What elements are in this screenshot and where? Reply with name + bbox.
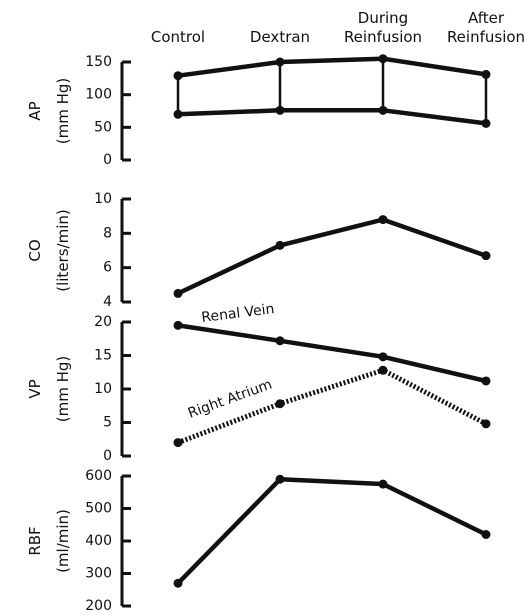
co-series-0-point [481,251,491,261]
co-series-0-point [275,240,285,250]
y-tick-label: 6 [103,260,112,276]
panel-rbf: 200 300 400 500 600 RBF (ml/min) [26,468,491,614]
y-tick-label: 8 [103,225,112,241]
panel-ap: 0 50 100 150 AP (mm Hg) [26,54,491,168]
column-header: After Reinfusion [447,9,524,46]
right-atrium-label: Right Atrium [186,377,274,422]
y-axis-label: CO [26,239,44,261]
y-tick-label: 600 [85,468,112,484]
y-axis-label: AP [26,101,44,120]
y-tick-label: 0 [103,448,112,464]
panel-co: 4 6 8 10 CO (liters/min) [26,191,491,310]
right-atrium-point [481,419,491,429]
y-tick-label: 300 [85,566,112,582]
panel-vp: 0 5 10 15 20 VP (mm Hg) [26,314,491,464]
y-tick-label: 0 [103,152,112,168]
renal-vein-point [378,352,388,362]
right-atrium-point [275,399,285,409]
rbf-series-0-point [378,479,388,489]
renal-vein-line [177,323,487,384]
ap-series-1-point [275,105,285,115]
co-series-0-point [378,215,388,225]
ap-series-1-point [173,109,183,119]
column-header: Dextran [250,28,310,46]
y-axis-label: RBF [26,526,44,555]
y-tick-label: 4 [103,294,112,310]
y-tick-label: 5 [103,415,112,431]
chart-panels: 0 50 100 150 AP (mm Hg) 4 6 8 10 CO (liters/min) 0 5 1… [26,54,491,614]
y-tick-label: 10 [94,191,112,207]
rbf-series-0-point [481,530,491,539]
rbf-series-0-point [173,578,183,588]
right-atrium-point [173,438,183,448]
ap-series-1-line [177,108,487,126]
y-axis-unit: (mm Hg) [54,356,72,423]
renal-vein-label: Renal Vein [201,301,276,326]
right-atrium-point [378,365,388,375]
ap-series-0-point [378,54,388,64]
y-tick-label: 400 [85,533,112,549]
ap-series-0-point [481,69,491,79]
rbf-series-0-point [275,474,285,484]
renal-vein-point [275,336,285,346]
y-axis-unit: (liters/min) [54,209,72,291]
y-tick-label: 20 [94,314,112,330]
ap-series-1-point [378,105,388,115]
column-headers: Control Dextran During Reinfusion After Reinf… [151,9,524,46]
y-axis-unit: (ml/min) [54,509,72,573]
ap-series-0-point [275,57,285,67]
y-axis-unit: (mm Hg) [54,78,72,145]
ap-series-1-point [481,118,491,128]
renal-vein-point [481,376,491,386]
y-tick-label: 10 [94,381,112,397]
ap-series-0-point [173,71,183,81]
ap-series-0-line [177,56,487,78]
y-tick-label: 50 [94,119,112,135]
co-series-0-line [177,217,487,296]
y-axis-label: VP [26,379,44,398]
y-tick-label: 150 [85,54,112,70]
renal-vein-point [173,320,183,330]
co-series-0-point [173,288,183,298]
annotations: Renal Vein Right Atrium [186,301,275,422]
y-tick-label: 200 [85,598,112,614]
column-header: During Reinfusion [344,9,422,46]
rbf-series-0-line [176,477,487,585]
y-tick-label: 100 [85,87,112,103]
y-tick-label: 500 [85,501,112,517]
column-header: Control [151,28,205,46]
y-tick-label: 15 [94,348,112,364]
